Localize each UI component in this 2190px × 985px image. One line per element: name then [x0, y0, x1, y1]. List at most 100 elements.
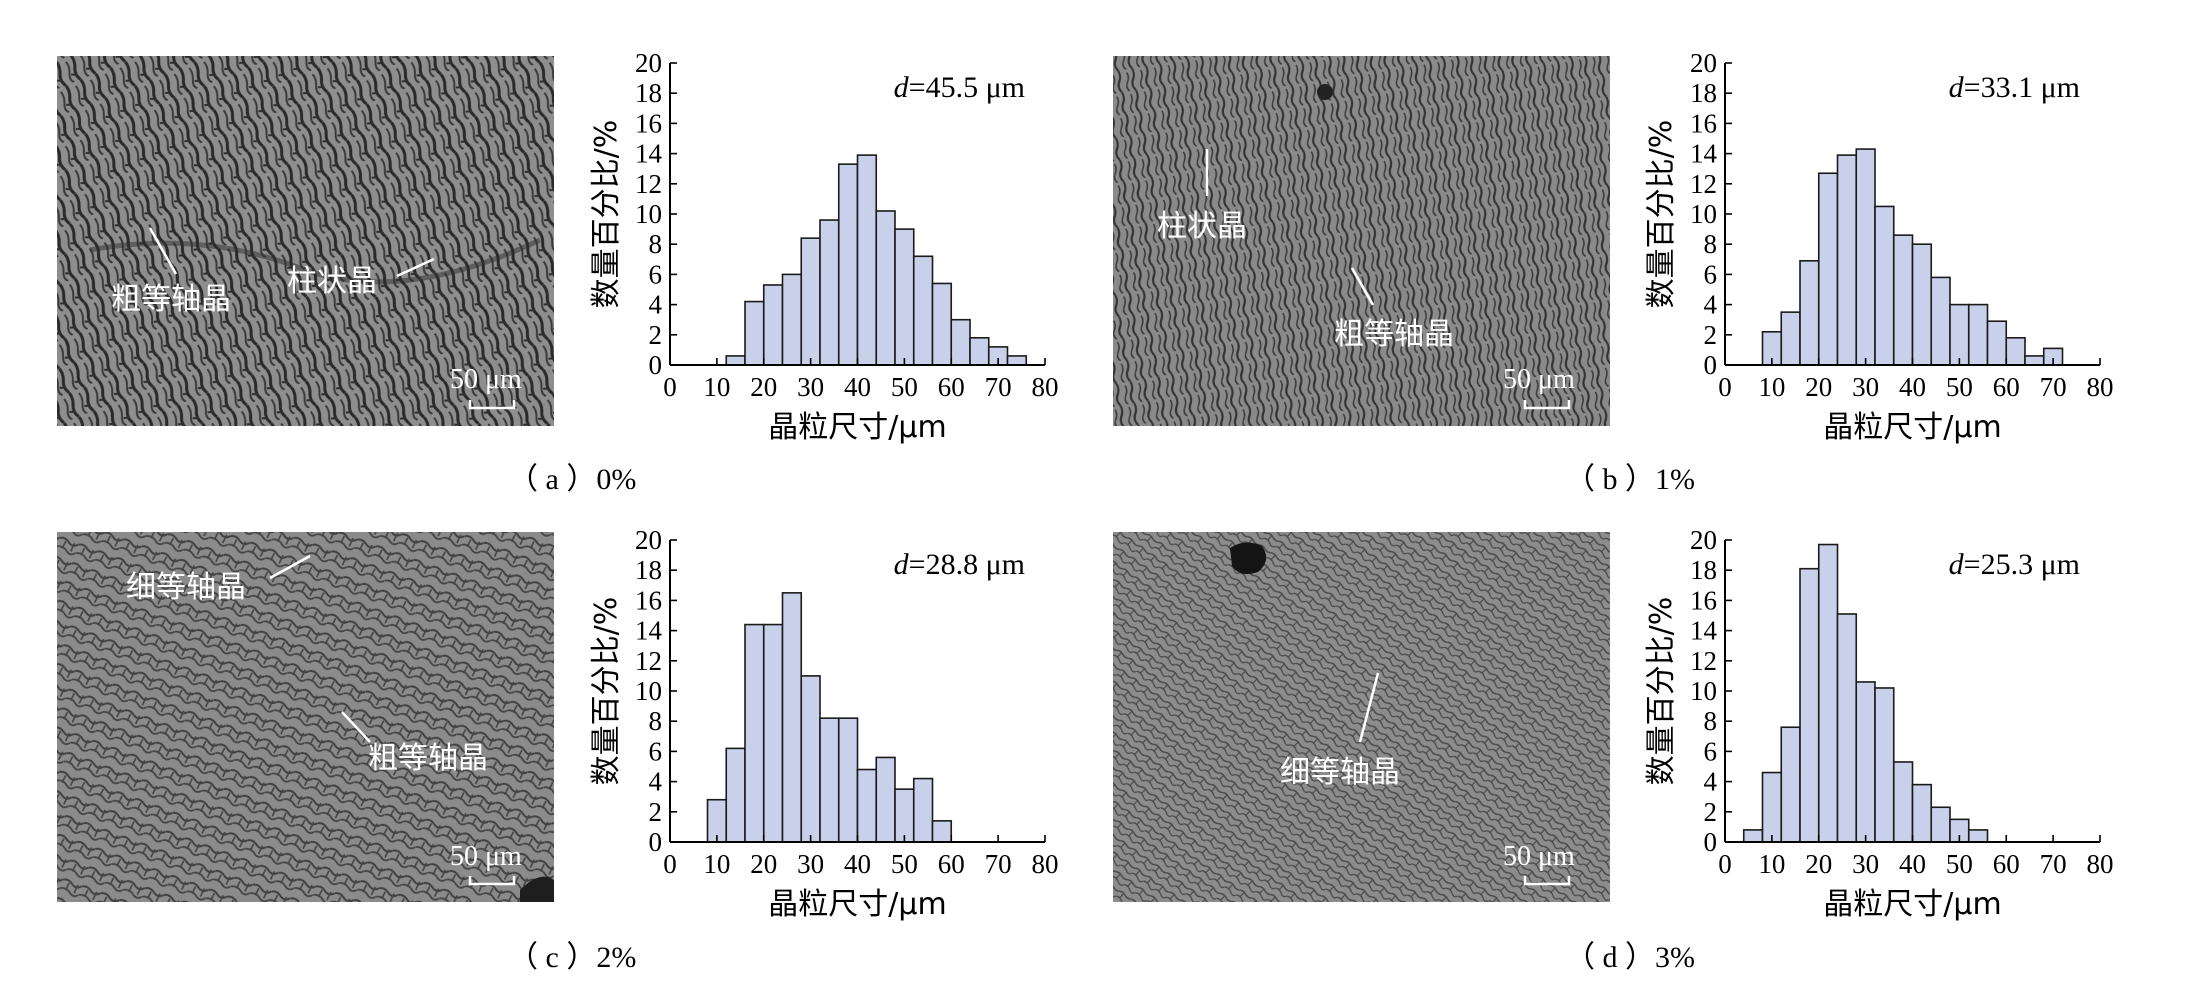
x-tick-label: 70 [985, 849, 1012, 879]
y-tick-label: 10 [1690, 676, 1717, 706]
y-tick-label: 18 [635, 555, 662, 585]
histogram-bar [1855, 148, 1876, 366]
y-tick-label: 8 [649, 706, 663, 736]
micrograph-label: 细等轴晶 [126, 570, 246, 605]
y-tick-label: 14 [635, 616, 663, 646]
histogram-b: 0 10 20 30 40 50 60 70 8002468101214161820晶粒尺寸/μ… [1644, 48, 2114, 445]
y-tick-label: 12 [1690, 169, 1717, 199]
y-tick-label: 4 [1704, 767, 1718, 797]
mean-value: =45.5 μm [909, 71, 1025, 104]
histogram-bar [1967, 303, 1989, 366]
y-axis-label: 数量百分比/% [589, 120, 624, 309]
histogram-bar [819, 219, 840, 366]
scale-bar [468, 876, 516, 886]
y-tick-label: 16 [635, 585, 662, 615]
histogram-bar [931, 282, 953, 366]
scale-bar [1523, 876, 1571, 886]
x-tick-label: 30 [797, 849, 824, 879]
y-tick-label: 2 [1704, 797, 1718, 827]
histogram-bar [1780, 726, 1801, 843]
mean-grain-size-annotation: d=33.1 μm [1949, 71, 2080, 104]
x-tick-label: 80 [2087, 372, 2114, 402]
x-tick-label: 70 [2040, 372, 2067, 402]
y-tick-label: 10 [1690, 199, 1717, 229]
histogram-bar [1855, 681, 1876, 843]
mean-value: =25.3 μm [1964, 548, 2080, 581]
histogram-bar [819, 717, 840, 843]
x-tick-label: 10 [1758, 849, 1785, 879]
histogram-bar [1817, 172, 1839, 366]
y-tick-label: 18 [1690, 78, 1717, 108]
histogram-bar [1892, 761, 1914, 843]
x-axis-label: 晶粒尺寸/μm [1823, 410, 2001, 445]
histogram-bar [762, 284, 784, 366]
y-tick-label: 20 [1690, 525, 1717, 555]
x-tick-label: 20 [1805, 372, 1832, 402]
x-tick-label: 20 [750, 372, 777, 402]
histogram-bar [2024, 355, 2045, 366]
y-tick-label: 0 [1704, 827, 1718, 857]
histogram-bar [762, 623, 784, 843]
y-tick-label: 6 [649, 259, 663, 289]
micrograph-c: 细等轴晶 粗等轴晶 50 μm [57, 532, 554, 902]
x-tick-label: 40 [1899, 372, 1926, 402]
y-tick-label: 12 [635, 646, 662, 676]
scale-bar [468, 400, 516, 410]
micrograph-label: 柱状晶 [287, 264, 377, 299]
histogram-bar [969, 337, 990, 366]
micrograph-d: 细等轴晶 50 μm [1113, 532, 1610, 902]
y-tick-label: 20 [635, 48, 662, 78]
x-tick-label: 10 [703, 849, 730, 879]
x-tick-label: 50 [891, 849, 918, 879]
histogram-bar [931, 820, 953, 843]
x-tick-label: 40 [844, 372, 871, 402]
x-tick-label: 50 [1946, 849, 1973, 879]
y-tick-label: 4 [649, 767, 663, 797]
y-tick-label: 16 [635, 108, 662, 138]
y-tick-label: 4 [1704, 290, 1718, 320]
y-tick-label: 14 [1690, 139, 1718, 169]
x-axis-label: 晶粒尺寸/μm [1823, 887, 2001, 922]
x-axis-label: 晶粒尺寸/μm [768, 887, 946, 922]
y-tick-label: 8 [649, 229, 663, 259]
panel-b: 柱状晶 粗等轴晶 50 μm 0 10 20 30 40 50 60 70 8002468101… [1113, 48, 2114, 496]
x-tick-label: 0 [1718, 849, 1732, 879]
x-tick-label: 80 [1032, 849, 1059, 879]
y-tick-label: 14 [1690, 616, 1718, 646]
y-tick-label: 2 [1704, 320, 1718, 350]
scale-bar-label: 50 μm [1503, 841, 1575, 872]
mean-symbol: d [894, 71, 910, 104]
y-tick-label: 16 [1690, 585, 1717, 615]
y-tick-label: 20 [635, 525, 662, 555]
histogram-bar [1930, 276, 1951, 366]
mean-value: =28.8 μm [909, 548, 1025, 581]
mean-value: =33.1 μm [1964, 71, 2080, 104]
histogram-bar [744, 623, 765, 843]
micrograph-a: 粗等轴晶 柱状晶 50 μm [57, 56, 554, 426]
x-tick-label: 60 [1993, 849, 2020, 879]
y-tick-label: 12 [635, 169, 662, 199]
x-tick-label: 80 [2087, 849, 2114, 879]
y-tick-label: 6 [649, 736, 663, 766]
histogram-bar [1742, 829, 1764, 843]
histogram-bar [800, 237, 821, 366]
y-tick-label: 12 [1690, 646, 1717, 676]
histogram-bar [725, 747, 746, 843]
x-tick-label: 70 [985, 372, 1012, 402]
histogram-bar [1967, 829, 1989, 843]
mean-grain-size-annotation: d=28.8 μm [894, 548, 1025, 581]
micrograph-label: 粗等轴晶 [368, 741, 488, 776]
x-tick-label: 0 [663, 849, 677, 879]
histogram-c: 0 10 20 30 40 50 60 70 8002468101214161820晶粒尺寸/μ… [589, 525, 1059, 922]
histogram-a: 0 10 20 30 40 50 60 70 8002468101214161820晶粒尺寸/μ… [589, 48, 1059, 445]
mean-symbol: d [1949, 548, 1965, 581]
histogram-bar [912, 255, 934, 366]
mean-grain-size-annotation: d=25.3 μm [1949, 548, 2080, 581]
scale-bar-label: 50 μm [450, 841, 522, 872]
histogram-bar [894, 228, 915, 366]
y-tick-label: 2 [649, 797, 663, 827]
x-tick-label: 0 [663, 372, 677, 402]
histogram-bar [744, 300, 765, 366]
histogram-bar [1874, 205, 1895, 366]
